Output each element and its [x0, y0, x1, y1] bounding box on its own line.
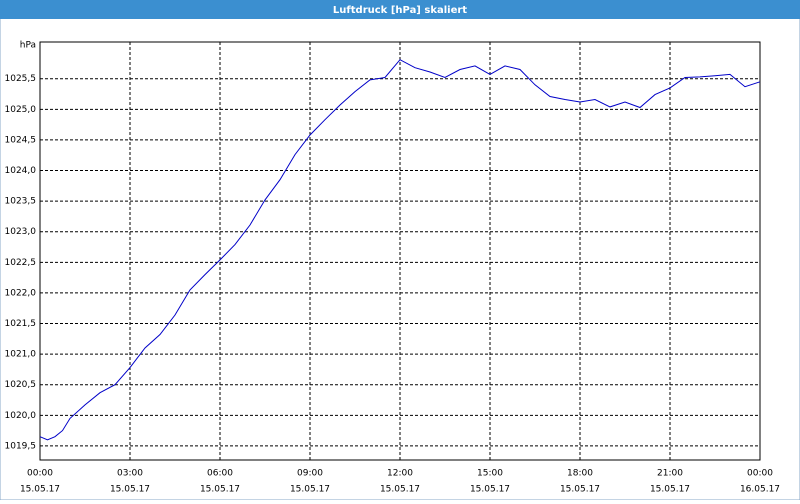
title-bar	[0, 0, 800, 19]
x-tick-label: 15:00	[477, 469, 503, 479]
x-tick-label: 03:00	[117, 469, 143, 479]
y-tick-label: 1023,5	[5, 197, 37, 207]
x-tick-date: 15.05.17	[560, 485, 600, 495]
y-axis-label: hPa	[20, 41, 36, 51]
x-tick-label: 09:00	[297, 469, 323, 479]
x-tick-label: 00:00	[27, 469, 53, 479]
y-tick-label: 1021,0	[5, 350, 37, 360]
x-tick-date: 15.05.17	[290, 485, 330, 495]
x-tick-label: 18:00	[567, 469, 593, 479]
chart-title: Luftdruck [hPa] skaliert	[333, 5, 467, 16]
x-tick-label: 21:00	[657, 469, 683, 479]
x-tick-date: 15.05.17	[470, 485, 510, 495]
x-tick-label: 06:00	[207, 469, 233, 479]
x-tick-date: 15.05.17	[650, 485, 690, 495]
x-tick-date: 15.05.17	[20, 485, 60, 495]
x-tick-date: 15.05.17	[110, 485, 150, 495]
data-line	[39, 59, 761, 441]
x-tick-date: 15.05.17	[200, 485, 240, 495]
y-tick-label: 1025,5	[5, 74, 37, 84]
y-tick-label: 1023,0	[5, 227, 37, 237]
y-tick-label: 1021,5	[5, 319, 37, 329]
y-tick-label: 1020,0	[5, 411, 37, 421]
y-tick-label: 1024,0	[5, 166, 37, 176]
x-tick-date: 16.05.17	[740, 485, 780, 495]
y-tick-label: 1022,0	[5, 288, 37, 298]
x-tick-date: 15.05.17	[380, 485, 420, 495]
y-tick-label: 1020,5	[5, 380, 37, 390]
y-tick-label: 1025,0	[5, 105, 37, 115]
x-tick-label: 12:00	[387, 469, 413, 479]
x-tick-label: 00:00	[747, 469, 773, 479]
y-tick-label: 1022,5	[5, 258, 37, 268]
y-tick-label: 1024,5	[5, 135, 37, 145]
y-tick-label: 1019,5	[5, 441, 37, 451]
